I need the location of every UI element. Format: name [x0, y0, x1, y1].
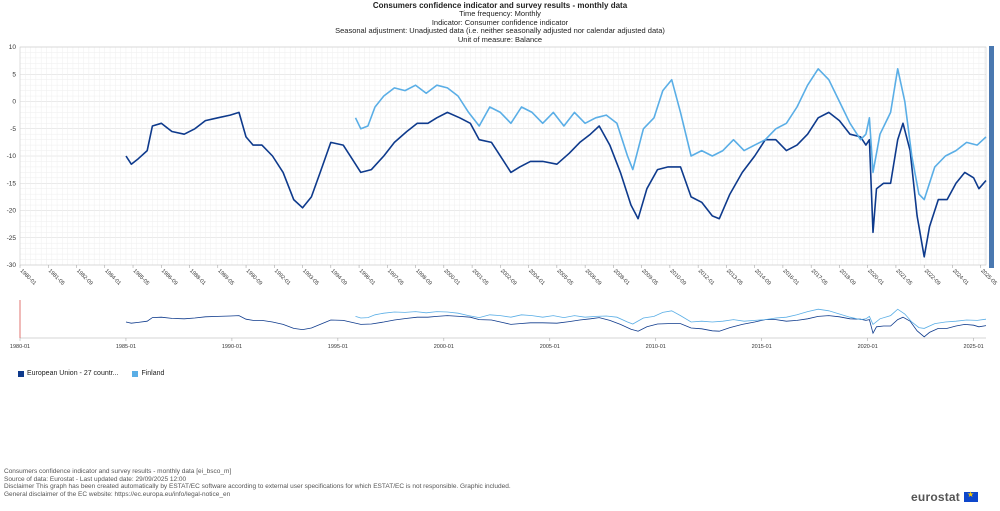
- eurostat-logo-text: eurostat: [911, 490, 960, 504]
- chart-footer: Consumers confidence indicator and surve…: [4, 468, 511, 498]
- x-tick-label: 1990-09: [245, 268, 264, 287]
- chart-grid: [19, 46, 987, 266]
- x-tick-label: 2021-05: [895, 268, 914, 287]
- y-tick-label: -15: [7, 180, 17, 187]
- x-tick-label: 2016-01: [781, 268, 800, 287]
- y-tick-label: -20: [7, 208, 17, 215]
- x-tick-label: 2002-09: [499, 268, 518, 287]
- navigator-tick-label: 2025-01: [964, 344, 984, 350]
- x-tick-label: 1988-01: [188, 268, 207, 287]
- vertical-scrollbar[interactable]: [989, 46, 994, 268]
- x-tick-label: 1997-05: [386, 268, 405, 287]
- chart-header: Consumers confidence indicator and surve…: [0, 1, 1000, 44]
- footer-disclaimer-line: Disclaimer This graph has been created a…: [4, 483, 511, 491]
- chart-legend: European Union - 27 countr... Finland: [18, 370, 164, 377]
- time-frequency-label: Time frequency: Monthly: [459, 9, 541, 19]
- eurostat-logo: eurostat: [911, 490, 978, 504]
- unit-of-measure-label: Unit of measure: Balance: [457, 34, 543, 44]
- indicator-label: Indicator: Consumer confidence indicator: [431, 17, 569, 27]
- chart-series[interactable]: [125, 68, 987, 258]
- x-tick-label: 2025-05: [979, 268, 998, 287]
- x-tick-label: 2020-01: [866, 268, 885, 287]
- x-tick-label: 2005-05: [555, 268, 574, 287]
- x-tick-label: 1984-01: [103, 268, 122, 287]
- x-tick-label: 2008-01: [612, 268, 631, 287]
- x-tick-label: 1992-01: [273, 268, 292, 287]
- x-tick-label: 2024-01: [951, 268, 970, 287]
- x-tick-label: 1998-09: [414, 268, 433, 287]
- legend-item-eu[interactable]: European Union - 27 countr...: [18, 370, 118, 377]
- x-tick-label: 2009-05: [640, 268, 659, 287]
- legend-label-eu: European Union - 27 countr...: [27, 370, 119, 377]
- y-tick-label: -25: [7, 235, 17, 242]
- navigator-series-line-eu: [125, 315, 987, 338]
- series-line-eu[interactable]: [125, 111, 987, 258]
- y-tick-label: 0: [12, 99, 16, 106]
- x-tick-label: 2004-01: [527, 268, 546, 287]
- x-tick-label: 2006-09: [584, 268, 603, 287]
- navigator-series-line-finland: [355, 308, 987, 329]
- y-tick-label: 5: [12, 71, 16, 78]
- x-tick-label: 2010-09: [668, 268, 687, 287]
- x-tick-label: 2000-01: [442, 268, 461, 287]
- x-tick-label: 1996-01: [358, 268, 377, 287]
- navigator-tick-label: 2005-01: [540, 344, 560, 350]
- x-tick-label: 2014-09: [753, 268, 772, 287]
- series-line-finland[interactable]: [354, 68, 987, 201]
- x-tick-label: 2013-05: [725, 268, 744, 287]
- x-tick-label: 1982-09: [75, 268, 94, 287]
- x-tick-label: 2001-05: [471, 268, 490, 287]
- y-tick-label: 10: [9, 44, 17, 51]
- legend-label-finland: Finland: [141, 370, 165, 377]
- legend-swatch-eu: [18, 370, 24, 377]
- x-tick-label: 2018-09: [838, 268, 857, 287]
- navigator-tick-label: 1985-01: [116, 344, 136, 350]
- navigator-tick-label: 1995-01: [328, 344, 348, 350]
- x-tick-label: 1981-05: [47, 268, 66, 287]
- seasonal-adjustment-label: Seasonal adjustment: Unadjusted data (i.…: [335, 26, 665, 36]
- plot-frame: [19, 46, 987, 266]
- navigator-tick-label: 2000-01: [434, 344, 454, 350]
- x-tick-label: 2017-05: [810, 268, 829, 287]
- x-tick-label: 1985-05: [132, 268, 151, 287]
- navigator-tick-label: 2020-01: [858, 344, 878, 350]
- eu-flag-icon: [964, 490, 978, 502]
- navigator-tick-label: 1980-01: [10, 344, 30, 350]
- chart-title: Consumers confidence indicator and surve…: [372, 1, 628, 10]
- navigator-tick-label: 2015-01: [752, 344, 772, 350]
- footer-source-line: Source of data: Eurostat - Last updated …: [4, 475, 187, 483]
- x-tick-label: 1986-09: [160, 268, 179, 287]
- y-tick-label: -30: [7, 262, 17, 269]
- y-tick-label: -5: [10, 126, 16, 133]
- x-tick-label: 1993-05: [301, 268, 320, 287]
- x-tick-label: 2012-01: [697, 268, 716, 287]
- x-tick-label: 1980-01: [19, 268, 38, 287]
- legend-swatch-finland: [132, 370, 139, 377]
- x-tick-label: 1994-09: [329, 268, 348, 287]
- footer-legal-line: General disclaimer of the EC website: ht…: [4, 490, 231, 498]
- x-tick-label: 1989-05: [216, 268, 235, 287]
- navigator-panel[interactable]: 1980-01 1985-01 1990-01 1995-01 2000-01 2005-…: [10, 300, 987, 350]
- navigator-tick-label: 1990-01: [222, 344, 242, 350]
- y-tick-label: -10: [7, 153, 17, 160]
- navigator-tick-label: 2010-01: [646, 344, 666, 350]
- footer-dataset-line: Consumers confidence indicator and surve…: [4, 468, 232, 475]
- x-tick-label: 2022-09: [923, 268, 942, 287]
- legend-item-finland[interactable]: Finland: [132, 370, 164, 377]
